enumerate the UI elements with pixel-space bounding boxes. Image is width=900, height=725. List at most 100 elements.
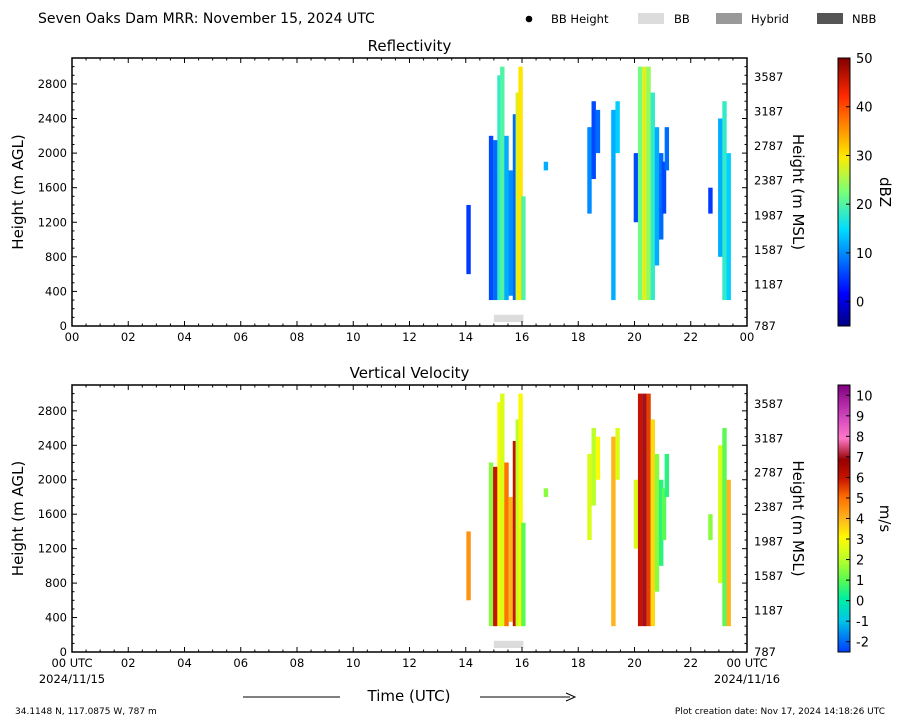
reflectivity-echo-column-6 <box>508 170 513 296</box>
velocity-bb-bar-0 <box>493 640 524 648</box>
legend-hybrid-swatch <box>716 13 742 24</box>
legend-bb-height-marker <box>525 15 533 23</box>
velocity-echo-column-0 <box>466 531 471 601</box>
reflectivity-echo-column-15 <box>611 109 616 301</box>
velocity-colorbar-tick-label-7: 3 <box>856 533 864 548</box>
reflectivity-echo-column-22 <box>654 127 660 266</box>
velocity-colorbar-tick-label-0: 10 <box>856 389 873 404</box>
reflectivity-colorbar-tick-label-0: 0 <box>856 296 864 311</box>
velocity-echo-column-5 <box>504 462 509 627</box>
velocity-echo-column-1 <box>488 462 494 627</box>
velocity-ytick-right-label-3: 1987 <box>754 535 783 549</box>
velocity-xtick-label-6: 12 <box>402 656 417 670</box>
velocity-xtick-label-3: 06 <box>233 656 248 670</box>
velocity-ytick-right-label-1: 1187 <box>754 604 783 618</box>
velocity-echo-column-28 <box>722 428 727 627</box>
reflectivity-ytick-label-5: 2000 <box>38 146 67 160</box>
velocity-echo-column-18 <box>637 393 643 627</box>
velocity-echo-column-23 <box>659 479 664 566</box>
reflectivity-echo-column-28 <box>722 101 727 301</box>
velocity-echo-column-12 <box>587 453 592 541</box>
velocity-echo-column-3 <box>497 402 502 627</box>
velocity-echo-column-24 <box>661 488 667 541</box>
velocity-xtick-label-0: 00 UTC <box>51 656 92 670</box>
velocity-ytick-label-5: 2000 <box>38 473 67 487</box>
reflectivity-xtick-label-3: 06 <box>233 330 248 344</box>
reflectivity-ytick-right-label-7: 3587 <box>754 70 783 84</box>
legend-bb-label: BB <box>674 12 690 26</box>
velocity-echo-column-26 <box>708 514 713 541</box>
reflectivity-ytick-label-6: 2400 <box>38 112 67 126</box>
reflectivity-panel-title: Reflectivity <box>368 37 452 55</box>
reflectivity-echo-columns <box>466 66 731 301</box>
reflectivity-echo-column-17 <box>633 153 639 223</box>
reflectivity-echo-column-4 <box>500 66 505 301</box>
reflectivity-echo-column-18 <box>637 66 643 301</box>
velocity-ytick-label-0: 0 <box>60 645 67 659</box>
velocity-echo-column-10 <box>521 522 526 627</box>
reflectivity-echo-column-24 <box>661 161 667 214</box>
velocity-ylabel: Height (m AGL) <box>9 461 27 576</box>
reflectivity-colorbar-label: dBZ <box>876 177 894 207</box>
velocity-colorbar-tick-label-3: 7 <box>856 451 864 466</box>
station-location: 34.1148 N, 117.0875 W, 787 m <box>15 707 157 717</box>
velocity-colorbar-tick-label-8: 2 <box>856 554 864 569</box>
reflectivity-colorbar-tick-label-2: 20 <box>856 198 873 213</box>
reflectivity-xtick-label-2: 04 <box>177 330 192 344</box>
velocity-echo-columns <box>466 393 731 627</box>
reflectivity-echo-column-16 <box>615 101 620 154</box>
reflectivity-ytick-label-1: 400 <box>45 284 67 298</box>
reflectivity-ytick-label-2: 800 <box>45 250 67 264</box>
velocity-echo-column-9 <box>518 393 523 627</box>
reflectivity-ytick-right-label-4: 2387 <box>754 174 783 188</box>
reflectivity-ytick-right-label-3: 1987 <box>754 208 783 222</box>
legend-nbb-label: NBB <box>852 12 876 26</box>
velocity-ytick-right-label-5: 2787 <box>754 466 783 480</box>
reflectivity-echo-column-8 <box>515 92 520 301</box>
reflectivity-echo-column-5 <box>504 135 509 301</box>
velocity-colorbar-tick-label-6: 4 <box>856 513 864 528</box>
reflectivity-xtick-label-9: 18 <box>571 330 586 344</box>
velocity-x-date-label-1: 2024/11/16 <box>714 672 780 686</box>
reflectivity-xtick-label-0: 00 <box>65 330 80 344</box>
reflectivity-echo-column-3 <box>497 75 502 301</box>
velocity-ytick-label-2: 800 <box>45 576 67 590</box>
reflectivity-echo-column-26 <box>708 187 713 214</box>
velocity-echo-column-17 <box>633 479 639 549</box>
velocity-colorbar-label: m/s <box>876 505 894 533</box>
bb-legend: BB Height BB Hybrid NBB <box>525 12 876 26</box>
velocity-xtick-label-5: 10 <box>346 656 361 670</box>
reflectivity-echo-column-14 <box>595 109 601 154</box>
velocity-xtick-label-12: 00 UTC <box>726 656 767 670</box>
reflectivity-echo-column-10 <box>521 196 526 301</box>
reflectivity-ytick-right-label-0: 787 <box>754 319 776 333</box>
figure-title: Seven Oaks Dam MRR: November 15, 2024 UT… <box>38 11 375 27</box>
velocity-colorbar-tick-label-5: 5 <box>856 492 864 507</box>
velocity-echo-column-14 <box>595 436 601 480</box>
velocity-colorbar-tick-label-2: 8 <box>856 430 864 445</box>
velocity-echo-column-2 <box>493 466 498 627</box>
reflectivity-ytick-right-label-1: 1187 <box>754 277 783 291</box>
reflectivity-ytick-right-label-6: 3187 <box>754 105 783 119</box>
reflectivity-ytick-label-0: 0 <box>60 319 67 333</box>
reflectivity-echo-column-11 <box>543 161 549 171</box>
velocity-xtick-label-8: 16 <box>515 656 530 670</box>
reflectivity-xtick-label-12: 00 <box>740 330 755 344</box>
reflectivity-xtick-label-11: 22 <box>683 330 698 344</box>
reflectivity-echo-column-21 <box>650 92 655 301</box>
velocity-ylabel-right: Height (m MSL) <box>789 460 807 576</box>
velocity-echo-column-11 <box>543 488 549 497</box>
velocity-echo-column-4 <box>500 393 505 627</box>
velocity-ytick-label-7: 2800 <box>38 404 67 418</box>
time-arrow-right-head <box>565 692 577 702</box>
reflectivity-echo-column-0 <box>466 204 471 275</box>
legend-nbb-swatch <box>817 13 843 24</box>
velocity-ytick-right-label-6: 3187 <box>754 431 783 445</box>
velocity-echo-column-15 <box>611 436 616 627</box>
velocity-xtick-label-10: 20 <box>627 656 642 670</box>
reflectivity-xtick-label-6: 12 <box>402 330 417 344</box>
reflectivity-ylabel: Height (m AGL) <box>9 134 27 249</box>
